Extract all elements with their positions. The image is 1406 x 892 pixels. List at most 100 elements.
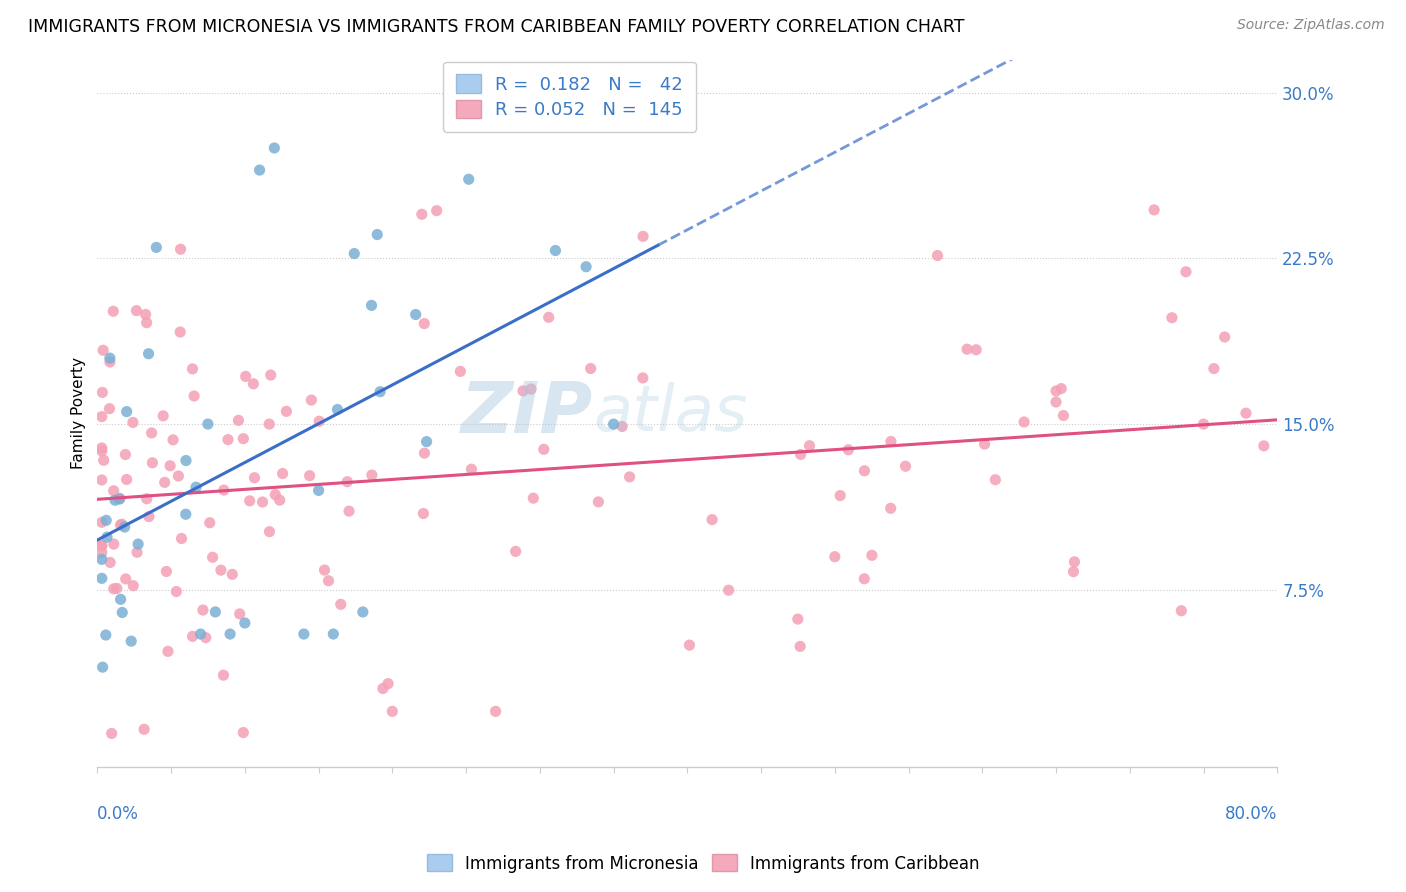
Point	[114, 572, 136, 586]
Point	[204, 605, 226, 619]
Point	[276, 404, 298, 418]
Point	[201, 550, 224, 565]
Point	[413, 317, 436, 331]
Point	[138, 347, 160, 361]
Point	[271, 467, 294, 481]
Point	[537, 310, 560, 325]
Point	[212, 483, 235, 497]
Point	[108, 491, 131, 506]
Point	[520, 382, 543, 396]
Point	[1050, 382, 1073, 396]
Point	[90, 539, 112, 553]
Point	[263, 141, 285, 155]
Point	[533, 442, 555, 457]
Point	[314, 563, 336, 577]
Point	[198, 516, 221, 530]
Point	[183, 389, 205, 403]
Point	[318, 574, 340, 588]
Point	[1045, 395, 1067, 409]
Point	[108, 491, 131, 506]
Point	[965, 343, 987, 357]
Point	[360, 298, 382, 312]
Point	[91, 343, 114, 358]
Point	[336, 475, 359, 489]
Point	[98, 401, 121, 416]
Point	[308, 483, 330, 498]
Point	[1253, 439, 1275, 453]
Point	[377, 676, 399, 690]
Point	[169, 242, 191, 256]
Point	[1062, 565, 1084, 579]
Point	[264, 488, 287, 502]
Point	[853, 464, 876, 478]
Point	[190, 627, 212, 641]
Point	[156, 644, 179, 658]
Point	[789, 640, 811, 654]
Point	[700, 513, 723, 527]
Point	[880, 434, 903, 449]
Point	[612, 419, 634, 434]
Point	[132, 723, 155, 737]
Point	[90, 552, 112, 566]
Point	[93, 453, 115, 467]
Point	[412, 507, 434, 521]
Point	[239, 493, 262, 508]
Point	[619, 470, 641, 484]
Point	[1174, 265, 1197, 279]
Point	[853, 572, 876, 586]
Text: Source: ZipAtlas.com: Source: ZipAtlas.com	[1237, 18, 1385, 32]
Point	[352, 605, 374, 619]
Point	[522, 491, 544, 505]
Point	[233, 615, 256, 630]
Point	[141, 425, 163, 440]
Point	[544, 244, 567, 258]
Point	[1192, 417, 1215, 431]
Point	[292, 627, 315, 641]
Point	[217, 433, 239, 447]
Point	[1012, 415, 1035, 429]
Point	[405, 308, 427, 322]
Point	[927, 248, 949, 262]
Point	[98, 351, 121, 365]
Point	[602, 417, 624, 431]
Point	[235, 369, 257, 384]
Point	[221, 567, 243, 582]
Point	[484, 704, 506, 718]
Point	[111, 606, 134, 620]
Point	[174, 507, 197, 521]
Point	[114, 520, 136, 534]
Legend: R =  0.182   N =   42, R = 0.052   N =  145: R = 0.182 N = 42, R = 0.052 N = 145	[443, 62, 696, 132]
Point	[337, 504, 360, 518]
Point	[194, 631, 217, 645]
Point	[415, 434, 437, 449]
Point	[184, 480, 207, 494]
Point	[96, 513, 118, 527]
Point	[894, 459, 917, 474]
Point	[1202, 361, 1225, 376]
Point	[100, 726, 122, 740]
Point	[984, 473, 1007, 487]
Point	[135, 491, 157, 506]
Text: ZIP: ZIP	[461, 378, 593, 448]
Point	[232, 725, 254, 739]
Point	[219, 627, 242, 641]
Point	[165, 584, 187, 599]
Point	[138, 509, 160, 524]
Point	[1213, 330, 1236, 344]
Point	[631, 371, 654, 385]
Point	[91, 385, 114, 400]
Text: IMMIGRANTS FROM MICRONESIA VS IMMIGRANTS FROM CARIBBEAN FAMILY POVERTY CORRELATI: IMMIGRANTS FROM MICRONESIA VS IMMIGRANTS…	[28, 18, 965, 36]
Y-axis label: Family Poverty: Family Poverty	[72, 357, 86, 469]
Point	[242, 376, 264, 391]
Point	[181, 629, 204, 643]
Point	[170, 532, 193, 546]
Point	[411, 207, 433, 221]
Point	[103, 483, 125, 498]
Point	[717, 583, 740, 598]
Point	[191, 603, 214, 617]
Point	[381, 704, 404, 718]
Point	[329, 598, 352, 612]
Point	[252, 495, 274, 509]
Point	[90, 516, 112, 530]
Point	[115, 404, 138, 418]
